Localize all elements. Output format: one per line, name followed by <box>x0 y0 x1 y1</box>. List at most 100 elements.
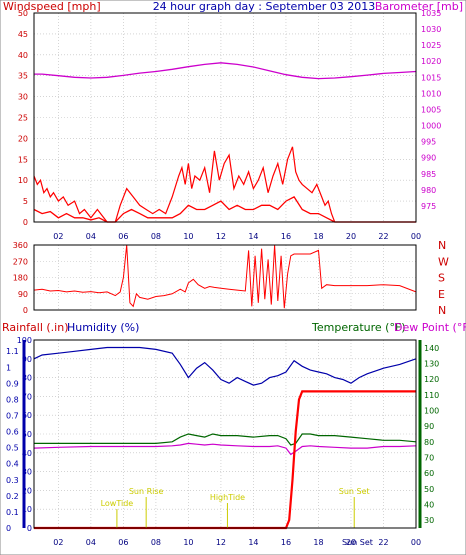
humidity-tick-label: 50 <box>22 430 32 439</box>
rainfall-axis-label: Rainfall (.in) <box>2 321 69 334</box>
panel-3-frame <box>33 339 417 529</box>
windspeed-tick-label: 20 <box>18 134 28 143</box>
gust-series-line <box>33 146 416 223</box>
rainfall-tick-label: 1.1 <box>6 347 19 356</box>
rainfall-tick-label: 0 <box>6 524 11 533</box>
compass-label-e: E <box>438 288 445 301</box>
temperature-tick-label: 70 <box>424 454 434 463</box>
windspeed-tick-label: 50 <box>18 9 28 18</box>
temperature-tick-label: 30 <box>424 516 434 525</box>
rainfall-tick-label: 0.3 <box>6 476 19 485</box>
barometer-tick-label: 1020 <box>421 57 441 66</box>
x-tick-label-10: 10 <box>183 232 193 241</box>
windspeed-axis-label: Windspeed [mph] <box>3 0 101 13</box>
x-tick-label-00: 00 <box>411 232 421 241</box>
windspeed-tick-label: 15 <box>18 155 28 164</box>
panel-1-frame <box>33 12 417 223</box>
temperature-axis-label: Temperature (°F) <box>311 321 406 334</box>
x-tick-label-02: 02 <box>53 538 63 547</box>
x-tick-label-20: 20 <box>346 232 356 241</box>
temperature-tick-label: 100 <box>424 407 439 416</box>
chart-title: 24 hour graph day : September 03 2013 <box>153 0 376 13</box>
x-tick-label-14: 14 <box>248 538 258 547</box>
direction-series-line <box>33 244 417 309</box>
temperature-tick-label: 120 <box>424 375 439 384</box>
x-tick-label-12: 12 <box>216 232 226 241</box>
rainfall-tick-label: 0.1 <box>6 508 19 517</box>
x-tick-label-10: 10 <box>183 538 193 547</box>
humidity-tick-label: 20 <box>22 486 32 495</box>
rainfall-tick-label: 0.9 <box>6 379 19 388</box>
barometer-tick-label: 1030 <box>421 25 441 34</box>
temperature-tick-label: 140 <box>424 344 439 353</box>
x-tick-label-16: 16 <box>281 232 291 241</box>
x-tick-label-00: 00 <box>411 538 421 547</box>
humidity-series-line <box>33 346 417 386</box>
annotation-sun-rise: Sun Rise <box>129 487 164 496</box>
rainfall-tick-label: 0.5 <box>6 444 19 453</box>
x-tick-label-04: 04 <box>86 232 96 241</box>
baro-series-line <box>34 62 417 80</box>
humidity-axis-label: Humidity (%) <box>67 321 139 334</box>
rainfall-tick-label: 0.2 <box>6 492 19 501</box>
humidity-tick-label: 80 <box>22 374 32 383</box>
direction-tick-label: 180 <box>13 274 28 283</box>
barometer-axis-label: Barometer [mb] <box>375 0 463 13</box>
x-tick-label-16: 16 <box>281 538 291 547</box>
barometer-tick-label: 1035 <box>421 9 441 18</box>
rainfall-tick-label: 0.8 <box>6 395 19 404</box>
rainfall-tick-label: 0.6 <box>6 428 19 437</box>
annotation-hightide: HighTide <box>210 493 245 502</box>
humidity-tick-label: 40 <box>22 449 32 458</box>
annotation-lowtide: LowTide <box>101 499 134 508</box>
humidity-tick-label: 60 <box>22 411 32 420</box>
temperature-tick-label: 130 <box>424 360 439 369</box>
barometer-tick-label: 1010 <box>421 89 441 98</box>
barometer-tick-label: 1005 <box>421 105 441 114</box>
direction-tick-label: 360 <box>13 241 28 250</box>
x-tick-label-06: 06 <box>118 232 128 241</box>
x-tick-label-18: 18 <box>313 538 323 547</box>
x-tick-label-08: 08 <box>151 538 161 547</box>
rainfall-tick-label: 0.4 <box>6 460 19 469</box>
windspeed-tick-label: 35 <box>18 72 28 81</box>
compass-label-w: W <box>438 255 449 268</box>
wind-series-line <box>33 196 416 223</box>
temperature-tick-label: 40 <box>424 501 434 510</box>
barometer-tick-label: 990 <box>421 154 436 163</box>
x-tick-label-18: 18 <box>313 232 323 241</box>
x-tick-label-02: 02 <box>53 232 63 241</box>
x-tick-label-06: 06 <box>118 538 128 547</box>
windspeed-tick-label: 25 <box>18 114 28 123</box>
compass-label-s: S <box>438 272 445 285</box>
humidity-tick-label: 30 <box>22 468 32 477</box>
barometer-tick-label: 985 <box>421 170 436 179</box>
x-tick-label-04: 04 <box>86 538 96 547</box>
windspeed-tick-label: 10 <box>18 176 28 185</box>
x-tick-label-08: 08 <box>151 232 161 241</box>
x-tick-label-14: 14 <box>248 232 258 241</box>
humidity-tick-label: 90 <box>22 355 32 364</box>
x-tick-label-22: 22 <box>378 232 388 241</box>
barometer-tick-label: 1000 <box>421 122 441 131</box>
windspeed-tick-label: 0 <box>23 218 28 227</box>
rain-series-line <box>34 390 416 530</box>
x-axis-sunset-note: Sun Set <box>342 538 373 547</box>
barometer-tick-label: 995 <box>421 138 436 147</box>
windspeed-tick-label: 30 <box>18 93 28 102</box>
compass-label-n: N <box>438 304 446 317</box>
rainfall-tick-label: 1 <box>6 363 11 372</box>
x-tick-label-12: 12 <box>216 538 226 547</box>
direction-tick-label: 270 <box>13 257 28 266</box>
humidity-tick-label: 0 <box>27 524 32 533</box>
x-tick-label-20: 20 <box>346 538 356 547</box>
windspeed-tick-label: 45 <box>18 30 28 39</box>
humidity-tick-label: 70 <box>22 392 32 401</box>
annotation-sun-set: Sun Set <box>339 487 370 496</box>
temperature-tick-label: 50 <box>424 485 434 494</box>
panel-2-frame <box>33 244 417 311</box>
barometer-tick-label: 1025 <box>421 41 441 50</box>
rainfall-tick-label: 0.7 <box>6 412 19 421</box>
